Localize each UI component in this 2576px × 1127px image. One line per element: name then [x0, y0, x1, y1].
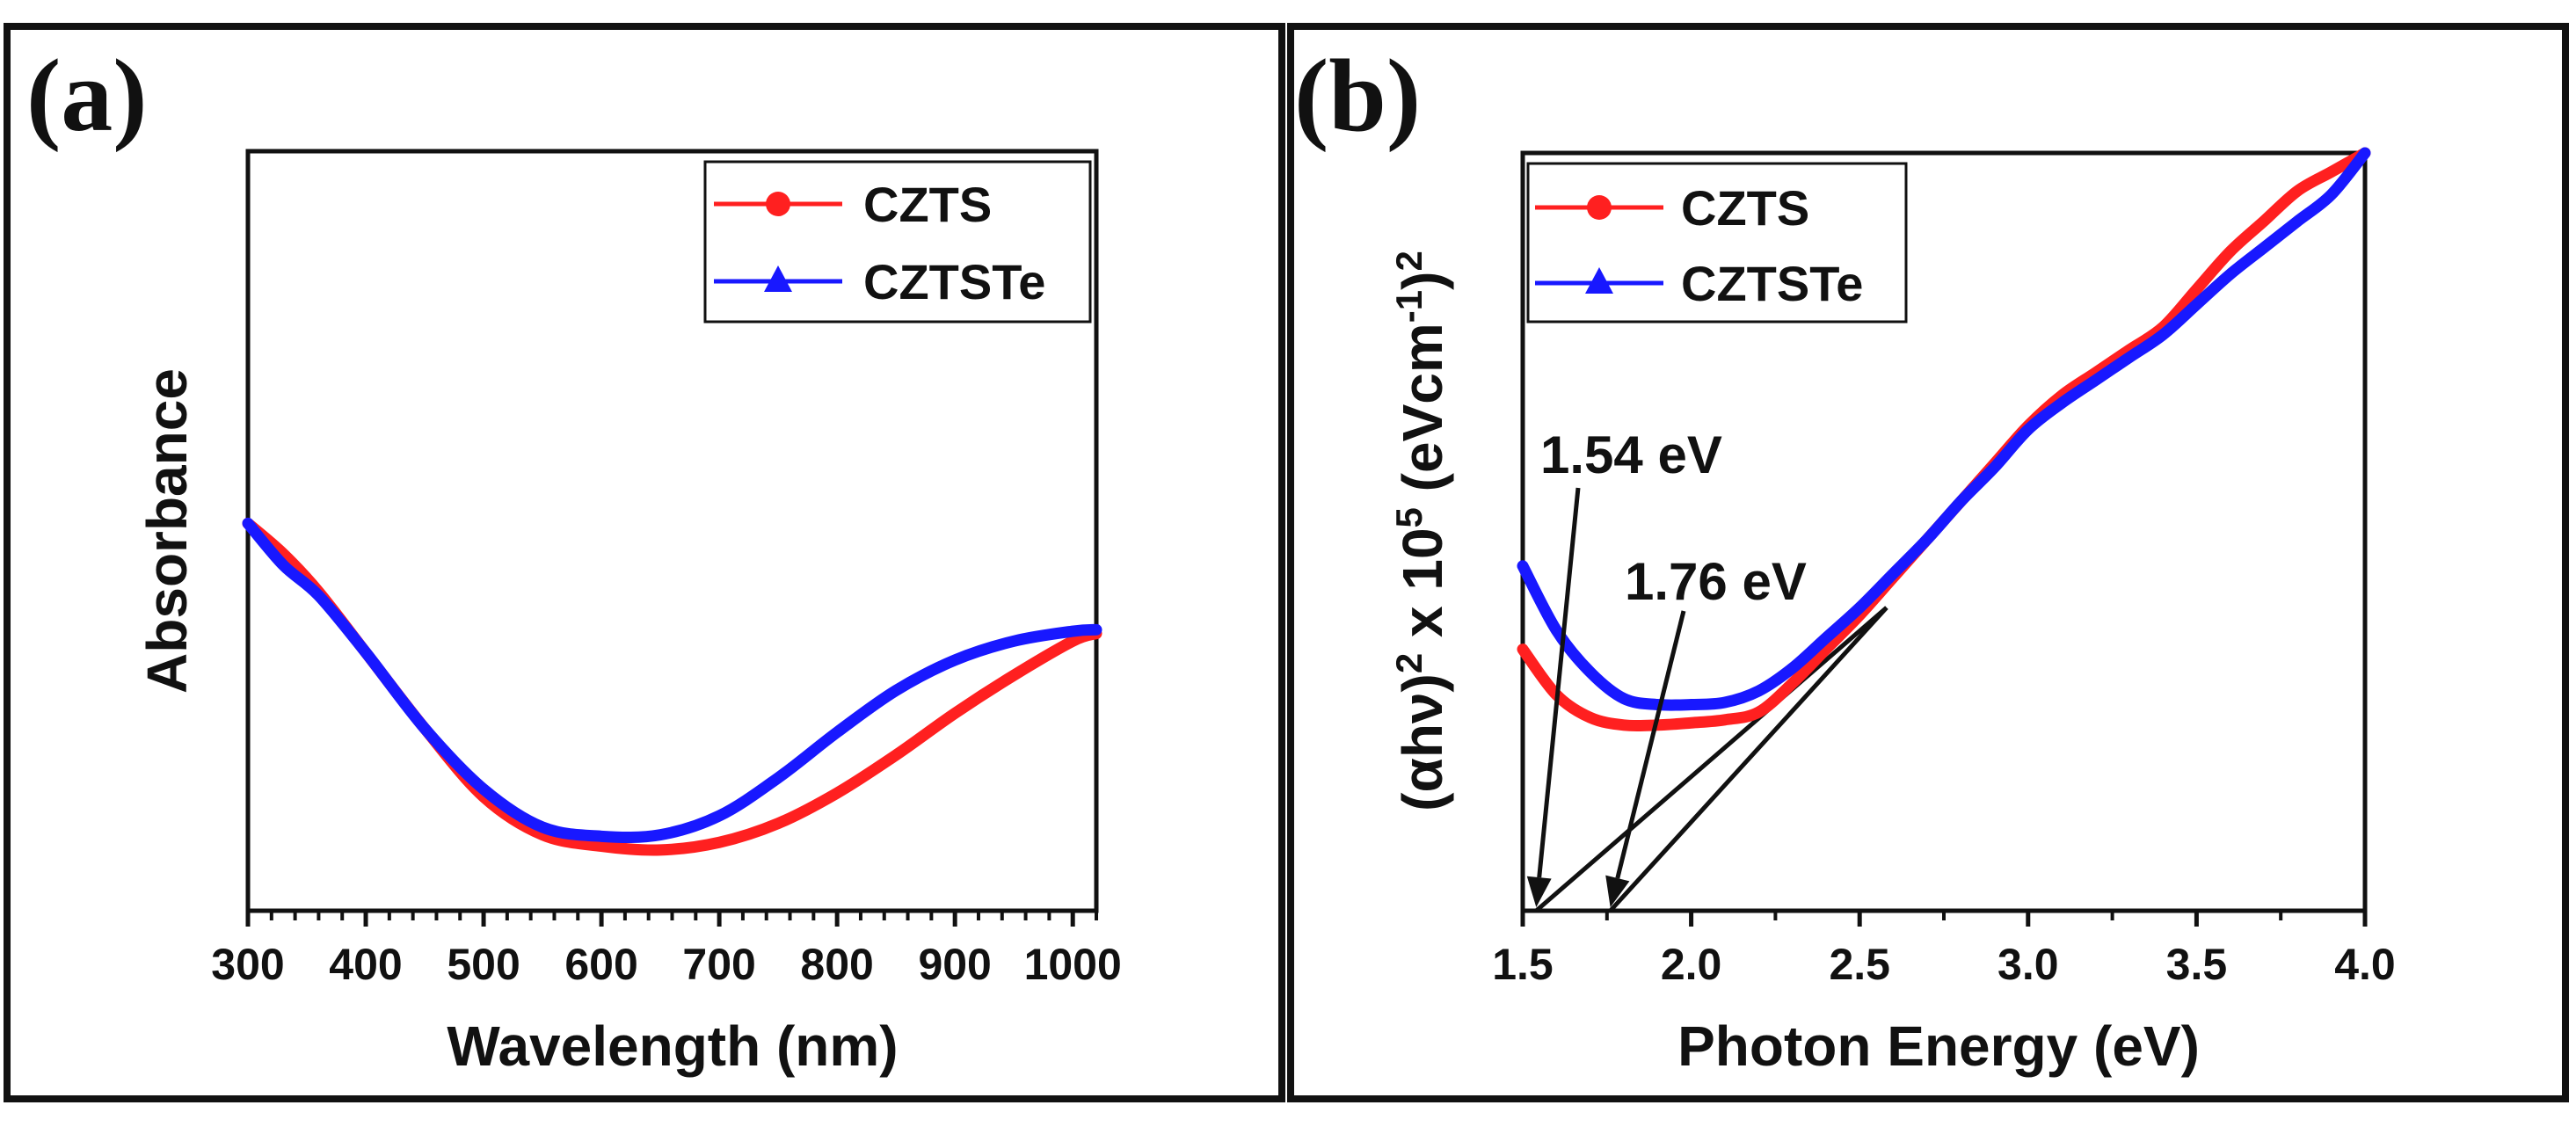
legend-b-cztste-marker — [1585, 267, 1613, 294]
y-title-b-hv: hν — [1391, 692, 1454, 758]
annotation-arrowhead-2 — [1605, 875, 1630, 907]
annotation-1-76-ev: 1.76 eV — [1625, 552, 1807, 611]
series-cztste-line-b — [1517, 147, 2371, 711]
plot-b: 1.5 2.0 2.5 3.0 3.5 4.0 Photon Energy (eV) (α… — [1388, 147, 2396, 1078]
x-tick-label-a: 400 — [329, 940, 402, 989]
x-tick-label-a: 700 — [682, 940, 755, 989]
y-title-b-open: ( — [1391, 792, 1454, 811]
y-title-b-unit-open: (eVcm — [1391, 323, 1454, 507]
x-tick-label-b: 3.5 — [2166, 940, 2228, 989]
legend-a: CZTS CZTSTe — [703, 160, 1092, 324]
legend-b-box — [1526, 162, 1908, 324]
legend-b-czts-marker — [1587, 195, 1612, 220]
legend-b-cztste-label: CZTSTe — [1681, 256, 1863, 311]
plot-a: 300 400 500 600 700 800 900 1000 Wavelength (nm… — [135, 149, 1122, 1078]
x-tick-label-b: 1.5 — [1492, 940, 1554, 989]
y-title-b-sup2: 2 — [1388, 653, 1430, 673]
x-tick-label-b: 4.0 — [2334, 940, 2396, 989]
y-title-b-sup2b: 2 — [1388, 251, 1430, 271]
tangent-line-1 — [1534, 606, 1888, 913]
legend-a-box — [703, 160, 1092, 324]
y-title-b-sup5: 5 — [1388, 507, 1430, 527]
legend-b: CZTS CZTSTe — [1526, 162, 1908, 324]
annotation-1-54-ev: 1.54 eV — [1540, 425, 1722, 484]
y-title-b-unit-close: ) — [1391, 272, 1454, 290]
x-tick-label-b: 3.0 — [1997, 940, 2059, 989]
x-axis-title-b: Photon Energy (eV) — [1677, 1014, 2200, 1078]
series-cztste-line-a — [242, 517, 1102, 843]
legend-a-czts-marker — [766, 192, 790, 216]
panel-a-label: (a) — [26, 38, 148, 153]
y-title-b-mid: x 10 — [1391, 527, 1454, 652]
x-tick-label-a: 1000 — [1024, 940, 1122, 989]
annotation-arrow-1 — [1537, 487, 1581, 878]
y-title-b-supneg1: -1 — [1388, 290, 1430, 323]
legend-b-czts-label: CZTS — [1681, 180, 1809, 236]
x-tick-label-a: 900 — [918, 940, 991, 989]
x-tick-label-a: 600 — [564, 940, 637, 989]
panel-b-frame — [1287, 23, 2569, 1102]
y-axis-title-b: (αhν)2 x 105 (eVcm-1)2 — [1388, 251, 1455, 811]
y-title-b-close: ) — [1391, 673, 1454, 692]
series-czts-line-a — [242, 517, 1102, 856]
x-tick-label-a: 500 — [447, 940, 520, 989]
x-tick-label-a: 300 — [211, 940, 284, 989]
x-axis-title-a: Wavelength (nm) — [447, 1014, 898, 1078]
legend-a-czts-label: CZTS — [863, 177, 992, 232]
x-tick-label-b: 2.0 — [1661, 940, 1722, 989]
legend-a-cztste-label: CZTSTe — [863, 254, 1045, 309]
y-title-b-alpha: α — [1391, 758, 1454, 792]
tangent-line-2 — [1608, 606, 1888, 913]
x-tick-label-b: 2.5 — [1829, 940, 1890, 989]
annotation-arrow-2 — [1615, 610, 1686, 879]
y-axis-title-a: Absorbance — [135, 368, 199, 694]
legend-a-cztste-marker — [764, 265, 792, 292]
panel-b-label: (b) — [1294, 38, 1421, 153]
x-tick-label-a: 800 — [800, 940, 873, 989]
panel-a-frame — [4, 23, 1285, 1102]
annotation-arrowhead-1 — [1526, 876, 1552, 907]
